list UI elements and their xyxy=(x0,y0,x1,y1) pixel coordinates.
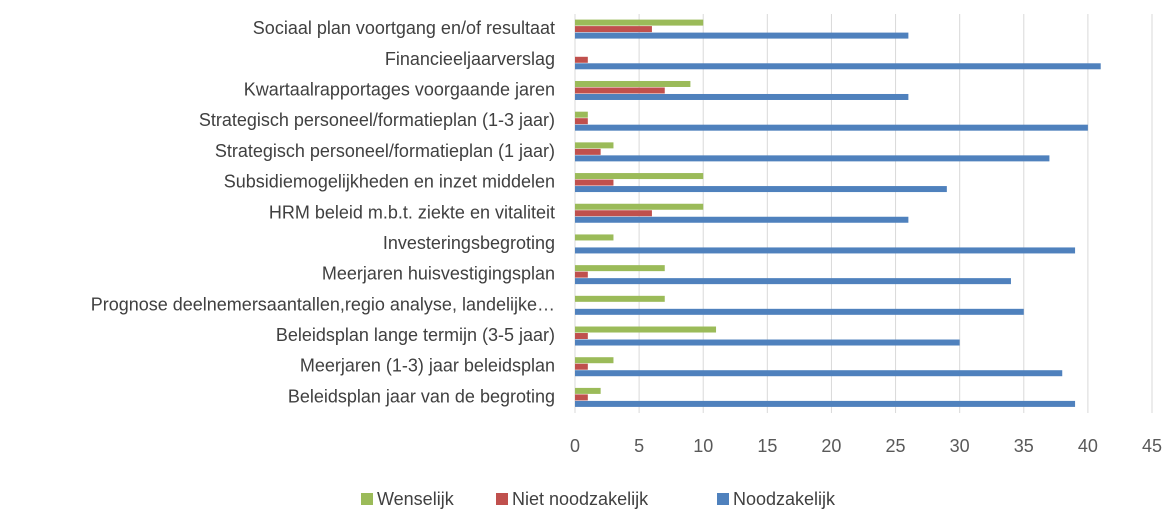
x-tick-label: 35 xyxy=(1014,436,1034,456)
bar xyxy=(575,179,614,186)
bar xyxy=(575,63,1101,70)
x-tick-label: 10 xyxy=(693,436,713,456)
bar xyxy=(575,394,588,401)
bar xyxy=(575,111,588,118)
category-label: Financieeljaarverslag xyxy=(385,49,555,69)
legend-swatch xyxy=(717,493,729,505)
category-label: Kwartaalrapportages voorgaande jaren xyxy=(244,79,555,99)
category-label: HRM beleid m.b.t. ziekte en vitaliteit xyxy=(269,202,555,222)
bar xyxy=(575,203,704,210)
bar xyxy=(575,278,1011,285)
bar xyxy=(575,173,704,180)
category-label: Investeringsbegroting xyxy=(383,233,555,253)
bar xyxy=(575,142,614,149)
category-label: Meerjaren huisvestigingsplan xyxy=(322,264,555,284)
legend-label: Noodzakelijk xyxy=(733,489,836,509)
legend-swatch xyxy=(361,493,373,505)
bar xyxy=(575,339,960,346)
x-tick-label: 45 xyxy=(1142,436,1162,456)
x-tick-label: 20 xyxy=(821,436,841,456)
category-label: Sociaal plan voortgang en/of resultaat xyxy=(253,18,555,38)
bar xyxy=(575,93,909,100)
bar xyxy=(575,124,1088,131)
bar xyxy=(575,32,909,39)
category-label: Beleidsplan jaar van de begroting xyxy=(288,386,555,406)
category-label: Subsidiemogelijkheden en inzet middelen xyxy=(224,172,555,192)
x-tick-label: 25 xyxy=(886,436,906,456)
bar xyxy=(575,357,614,364)
bar xyxy=(575,247,1076,254)
bar xyxy=(575,148,601,155)
bar xyxy=(575,363,588,370)
bar xyxy=(575,186,947,193)
bar xyxy=(575,295,665,302)
bar xyxy=(575,80,691,87)
bar xyxy=(575,19,704,26)
bar xyxy=(575,210,652,217)
bar xyxy=(575,26,652,33)
bar xyxy=(575,333,588,340)
category-label: Beleidsplan lange termijn (3-5 jaar) xyxy=(276,325,555,345)
x-tick-label: 40 xyxy=(1078,436,1098,456)
bar xyxy=(575,326,717,333)
bar xyxy=(575,87,665,94)
x-tick-label: 5 xyxy=(634,436,644,456)
bar xyxy=(575,216,909,223)
bar xyxy=(575,370,1063,377)
legend-swatch xyxy=(496,493,508,505)
x-tick-label: 15 xyxy=(757,436,777,456)
category-label: Strategisch personeel/formatieplan (1 ja… xyxy=(215,141,555,161)
category-label: Prognose deelnemersaantallen,regio analy… xyxy=(91,294,555,314)
bar xyxy=(575,155,1050,162)
legend-label: Wenselijk xyxy=(377,489,455,509)
bar xyxy=(575,271,588,278)
x-tick-label: 30 xyxy=(950,436,970,456)
bar xyxy=(575,308,1024,315)
bar xyxy=(575,400,1076,407)
bar xyxy=(575,118,588,125)
x-tick-label: 0 xyxy=(570,436,580,456)
bar xyxy=(575,56,588,63)
bar xyxy=(575,265,665,272)
bar xyxy=(575,387,601,394)
category-label: Meerjaren (1-3) jaar beleidsplan xyxy=(300,356,555,376)
category-label: Strategisch personeel/formatieplan (1-3 … xyxy=(199,110,555,130)
bar xyxy=(575,234,614,241)
legend-label: Niet noodzakelijk xyxy=(512,489,649,509)
